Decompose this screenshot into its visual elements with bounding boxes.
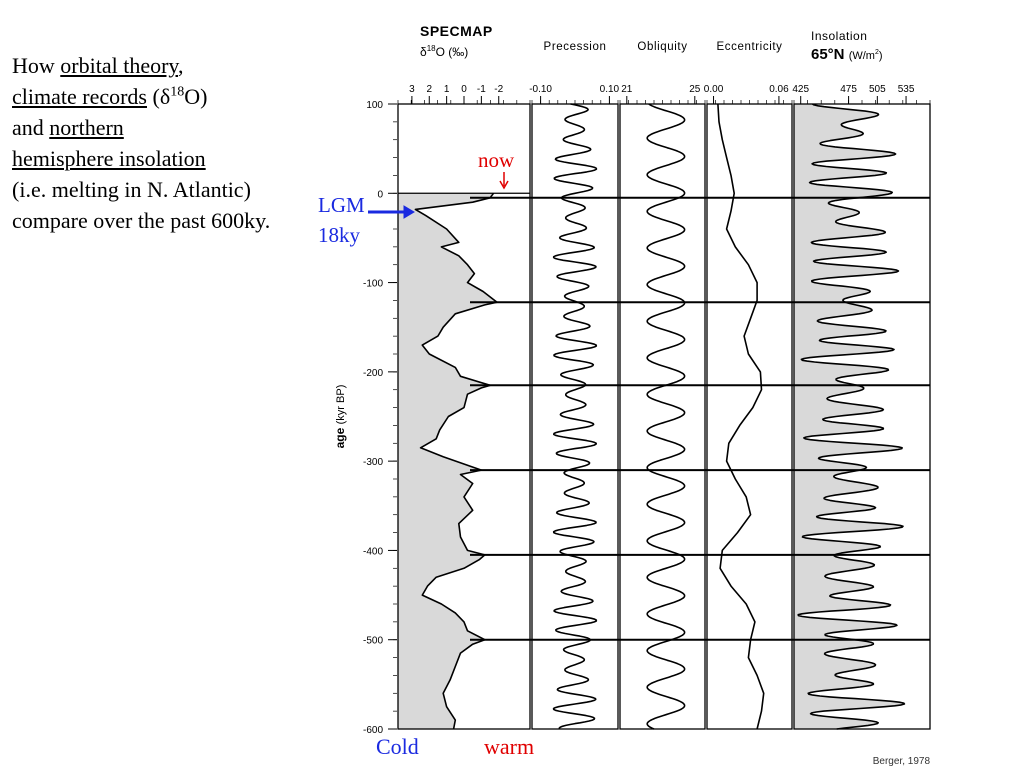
y-tick-label: -600 bbox=[363, 725, 383, 736]
caption-climate-records: climate records bbox=[12, 84, 147, 109]
d18o-tick-label: -2 bbox=[494, 84, 503, 95]
caption-sup: 18 bbox=[170, 84, 185, 100]
eccentricity-title: Eccentricity bbox=[717, 41, 783, 53]
d18o-tick-label: 1 bbox=[444, 84, 450, 95]
d18o-series-line bbox=[414, 192, 498, 730]
y-tick-label: 100 bbox=[366, 100, 383, 111]
lgm-text: LGM bbox=[318, 193, 365, 217]
d18o-subtitle: δ18O (‰) bbox=[420, 44, 468, 59]
lgm-arrow-head bbox=[403, 205, 415, 219]
y-tick-label: -500 bbox=[363, 636, 383, 647]
caption-how: How bbox=[12, 53, 61, 78]
precession-series-line bbox=[552, 103, 598, 730]
now-label: now bbox=[478, 148, 515, 172]
precession-tick-label: 0.10 bbox=[600, 84, 620, 95]
panel-insolation: 425 475 505 535 Insolation 65°N (W/m2) bbox=[792, 29, 931, 730]
insolation-tick-label: 535 bbox=[898, 84, 915, 95]
d18o-fill bbox=[398, 193, 497, 730]
caption-delta: δ bbox=[159, 84, 171, 109]
y-tick-label: -200 bbox=[363, 368, 383, 379]
obliquity-tick-label: 21 bbox=[621, 84, 633, 95]
obliquity-tick-label: 25 bbox=[689, 84, 701, 95]
caption-text: How orbital theory, climate records (δ18… bbox=[12, 50, 312, 236]
insolation-subtitle-lat: 65°N bbox=[811, 46, 849, 63]
precession-tick-label: -0.10 bbox=[529, 84, 552, 95]
eccentricity-series-line bbox=[717, 103, 765, 730]
caption-and: and bbox=[12, 115, 50, 140]
caption-o: O) bbox=[184, 84, 208, 109]
caption-paren: ( bbox=[147, 84, 160, 109]
d18o-tick-label: 0 bbox=[461, 84, 467, 95]
now-arrow-head bbox=[499, 180, 509, 190]
y-axis-label: age (kyr BP) bbox=[333, 385, 347, 449]
insolation-title: Insolation bbox=[811, 29, 867, 43]
caption-hemisphere-insolation: hemisphere insolation bbox=[12, 146, 206, 171]
annotation-arrows bbox=[368, 172, 509, 219]
d18o-tick-label: -1 bbox=[477, 84, 486, 95]
cold-label: Cold bbox=[376, 734, 419, 759]
caption-comma: , bbox=[177, 53, 184, 78]
insolation-subtitle-close: ) bbox=[879, 50, 883, 62]
precession-title: Precession bbox=[544, 41, 607, 53]
obliquity-series-line bbox=[646, 103, 686, 730]
y-axis-label-bold: age bbox=[333, 424, 347, 448]
caption-rest: (i.e. melting in N. Atlantic) compare ov… bbox=[12, 177, 271, 233]
d18o-tick-label: 2 bbox=[426, 84, 432, 95]
panel-eccentricity: 0.00 0.06 Eccentricity bbox=[704, 41, 793, 730]
insolation-subtitle: 65°N (W/m2) bbox=[811, 46, 883, 63]
panel-d18o: 3 2 1 0 -1 -2 SPECMAP δ18O (‰) bbox=[397, 23, 531, 730]
insolation-tick-label: 475 bbox=[840, 84, 857, 95]
d18o-subtitle-sup: 18 bbox=[427, 44, 436, 53]
y-axis-label-rest: (kyr BP) bbox=[335, 385, 347, 425]
y-tick-label: -100 bbox=[363, 279, 383, 290]
panel-obliquity: 21 25 Obliquity bbox=[619, 41, 706, 730]
insolation-fill bbox=[794, 104, 905, 729]
source-credit: Berger, 1978 bbox=[873, 756, 931, 767]
y-tick-label: -300 bbox=[363, 457, 383, 468]
caption-orbital-theory: orbital theory bbox=[60, 53, 178, 78]
y-tick-label: -400 bbox=[363, 546, 383, 557]
termination-lines bbox=[398, 192, 930, 641]
lgm-age-text: 18ky bbox=[318, 223, 360, 247]
d18o-subtitle-rest: O (‰) bbox=[436, 45, 469, 59]
d18o-tick-label: 3 bbox=[409, 84, 415, 95]
y-tick-label: 0 bbox=[377, 189, 383, 200]
obliquity-title: Obliquity bbox=[637, 41, 687, 53]
caption-northern: northern bbox=[49, 115, 124, 140]
panel-precession: -0.10 0.10 Precession bbox=[529, 41, 620, 730]
insolation-tick-label: 425 bbox=[792, 84, 809, 95]
lgm-label: LGM 18ky bbox=[318, 190, 365, 250]
insolation-tick-label: 505 bbox=[869, 84, 886, 95]
insolation-series-line bbox=[797, 103, 906, 730]
warm-label: warm bbox=[484, 734, 535, 759]
y-axis: 100 0 -100 -200 -300 -400 -500 -600 age (kyr BP) bbox=[333, 100, 397, 736]
insolation-subtitle-unit: (W/m bbox=[849, 50, 875, 62]
d18o-title: SPECMAP bbox=[420, 23, 493, 39]
insolation-subtitle-sup: 2 bbox=[875, 49, 879, 56]
eccentricity-tick-label: 0.00 bbox=[704, 84, 724, 95]
eccentricity-tick-label: 0.06 bbox=[769, 84, 789, 95]
d18o-subtitle-delta: δ bbox=[420, 45, 427, 59]
